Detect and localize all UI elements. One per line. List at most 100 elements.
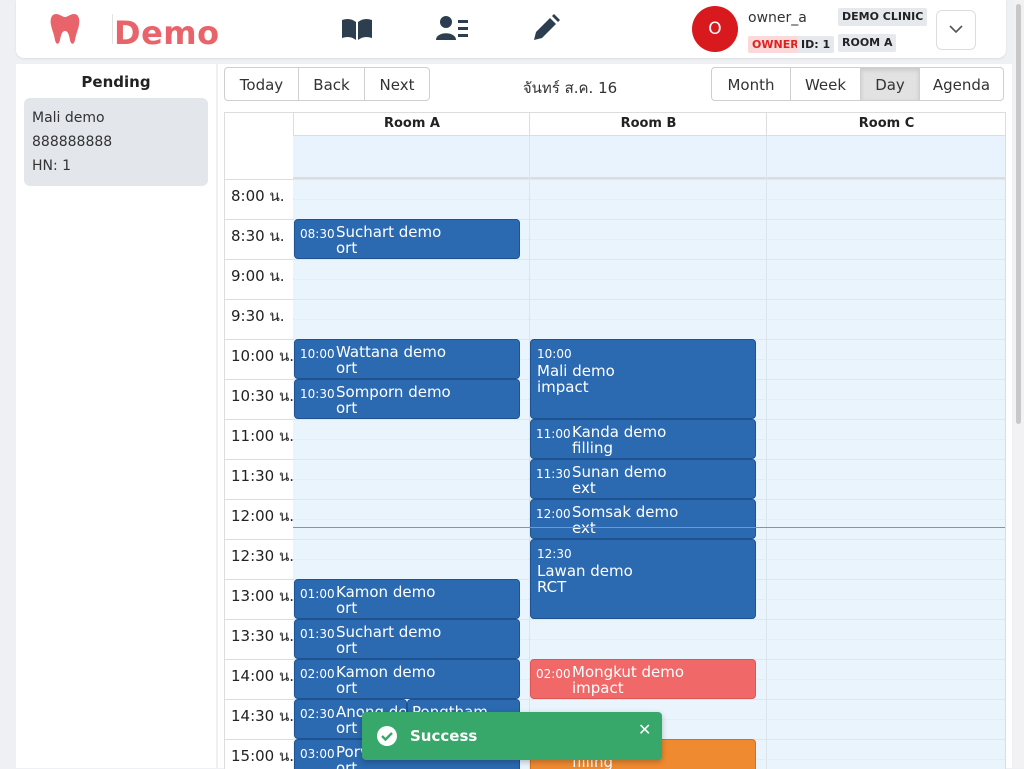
gutter-line (225, 379, 293, 380)
success-toast: Success ✕ (362, 712, 662, 760)
appointment-event[interactable]: 01:30 Suchart demo ort (294, 619, 520, 659)
event-patient-name: Kamon demo (336, 663, 436, 681)
tooth-logo-icon (50, 14, 80, 44)
event-time: 10:00 (537, 347, 572, 361)
gutter-line (225, 499, 293, 500)
column-divider (766, 136, 767, 769)
event-procedure: ort (336, 639, 358, 657)
pending-patient-phone: 888888888 (32, 134, 113, 150)
view-month-button[interactable]: Month (711, 67, 791, 101)
event-procedure: ext (572, 479, 596, 497)
event-patient-name: Somporn demo (336, 383, 451, 401)
event-procedure: filling (572, 439, 613, 457)
event-procedure: ort (336, 719, 358, 737)
appointment-event[interactable]: 10:00 Wattana demo ort (294, 339, 520, 379)
event-time: 10:00 (300, 347, 335, 361)
appointment-event[interactable]: 02:00 Kamon demo ort (294, 659, 520, 699)
appointment-event[interactable]: 08:30 Suchart demo ort (294, 219, 520, 259)
gutter-line (225, 739, 293, 740)
view-week-button[interactable]: Week (790, 67, 861, 101)
appointment-event[interactable]: 01:00 Kamon demo ort (294, 579, 520, 619)
today-button[interactable]: Today (224, 67, 299, 101)
event-procedure: ort (336, 599, 358, 617)
half-slot-line (293, 279, 1005, 280)
event-patient-name: Suchart demo (336, 623, 442, 641)
next-button[interactable]: Next (364, 67, 430, 101)
all-day-row[interactable] (293, 136, 1005, 179)
event-patient-name: Lawan demo (537, 562, 633, 580)
book-icon[interactable] (340, 14, 374, 44)
event-patient-name: Mongkut demo (572, 663, 685, 681)
account-dropdown-button[interactable] (936, 10, 976, 50)
event-time: 03:00 (300, 747, 335, 761)
gutter-line (225, 339, 293, 340)
event-procedure: ort (336, 679, 358, 697)
edit-pencil-icon[interactable] (530, 14, 564, 44)
gutter-line (225, 619, 293, 620)
room-c-header: Room C (766, 113, 1005, 136)
event-time: 12:30 (537, 547, 572, 561)
time-label: 9:30 น. (231, 307, 285, 325)
appointment-event[interactable]: 11:30 Sunan demo ext (530, 459, 756, 499)
time-label: 11:00 น. (231, 427, 295, 445)
appointment-event[interactable]: 02:00 Mongkut demo impact (530, 659, 756, 699)
time-label: 14:00 น. (231, 667, 295, 685)
pending-title: Pending (81, 73, 151, 91)
time-label: 12:30 น. (231, 547, 295, 565)
appointment-event[interactable]: 12:30 Lawan demo RCT (530, 539, 756, 619)
event-procedure: ort (336, 359, 358, 377)
gutter-line (225, 179, 293, 180)
event-patient-name: Kamon demo (336, 583, 436, 601)
close-icon[interactable]: ✕ (638, 720, 652, 739)
patient-list-icon[interactable] (436, 14, 470, 44)
event-time: 01:00 (300, 587, 335, 601)
time-label: 12:00 น. (231, 507, 295, 525)
back-button[interactable]: Back (298, 67, 365, 101)
view-day-button[interactable]: Day (860, 67, 920, 101)
event-procedure: ort (336, 399, 358, 417)
check-circle-icon (377, 726, 397, 746)
gutter-line (225, 579, 293, 580)
appointment-event[interactable]: 10:00 Mali demo impact (530, 339, 756, 419)
calendar-panel: Today Back Next จันทร์ ส.ค. 16 Month Wee… (218, 64, 1012, 769)
pending-sidebar: Pending Mali demo 888888888 HN: 1 (16, 64, 216, 768)
half-slot-line (293, 239, 1005, 240)
appointment-event[interactable]: 11:00 Kanda demo filling (530, 419, 756, 459)
appointment-event[interactable]: 10:30 Somporn demo ort (294, 379, 520, 419)
role-badge: OWNER (748, 36, 803, 53)
event-procedure: RCT (537, 578, 567, 596)
event-patient-name: Sunan demo (572, 463, 667, 481)
day-calendar-grid: Room A Room B Room C 8:00 น. 8:30 น. 9:00 … (224, 112, 1006, 769)
toast-message: Success (410, 727, 478, 745)
half-slot-line (293, 199, 1005, 200)
time-label: 14:30 น. (231, 707, 295, 725)
half-slot-line (293, 319, 1005, 320)
event-procedure: ort (336, 239, 358, 257)
event-patient-name: Somsak demo (572, 503, 679, 521)
event-time: 02:00 (300, 667, 335, 681)
appointment-event[interactable]: 12:00 Somsak demo ext (530, 499, 756, 539)
pending-patient-card[interactable]: Mali demo 888888888 HN: 1 (24, 98, 208, 186)
gutter-line (225, 659, 293, 660)
page-scrollbar[interactable] (1013, 0, 1024, 768)
time-label: 13:00 น. (231, 587, 295, 605)
view-agenda-button[interactable]: Agenda (919, 67, 1004, 101)
event-patient-name: Mali demo (537, 362, 615, 380)
pending-patient-hn: HN: 1 (32, 158, 72, 174)
chevron-down-icon (949, 25, 963, 34)
username: owner_a (748, 10, 807, 26)
gutter-line (225, 219, 293, 220)
time-label: 8:30 น. (231, 227, 285, 245)
brand-name: Demo (114, 14, 220, 52)
event-time: 02:00 (536, 667, 571, 681)
avatar[interactable]: O (692, 6, 738, 52)
scrollbar-thumb[interactable] (1016, 4, 1021, 424)
event-time: 11:30 (536, 467, 571, 481)
event-procedure: impact (537, 378, 589, 396)
current-time-indicator (293, 527, 1005, 528)
current-date-label: จันทร์ ส.ค. 16 (522, 79, 618, 97)
event-procedure: ext (572, 519, 596, 537)
gutter-line (225, 699, 293, 700)
event-patient-name: Porv (336, 743, 369, 761)
event-time: 02:30 (300, 707, 335, 721)
